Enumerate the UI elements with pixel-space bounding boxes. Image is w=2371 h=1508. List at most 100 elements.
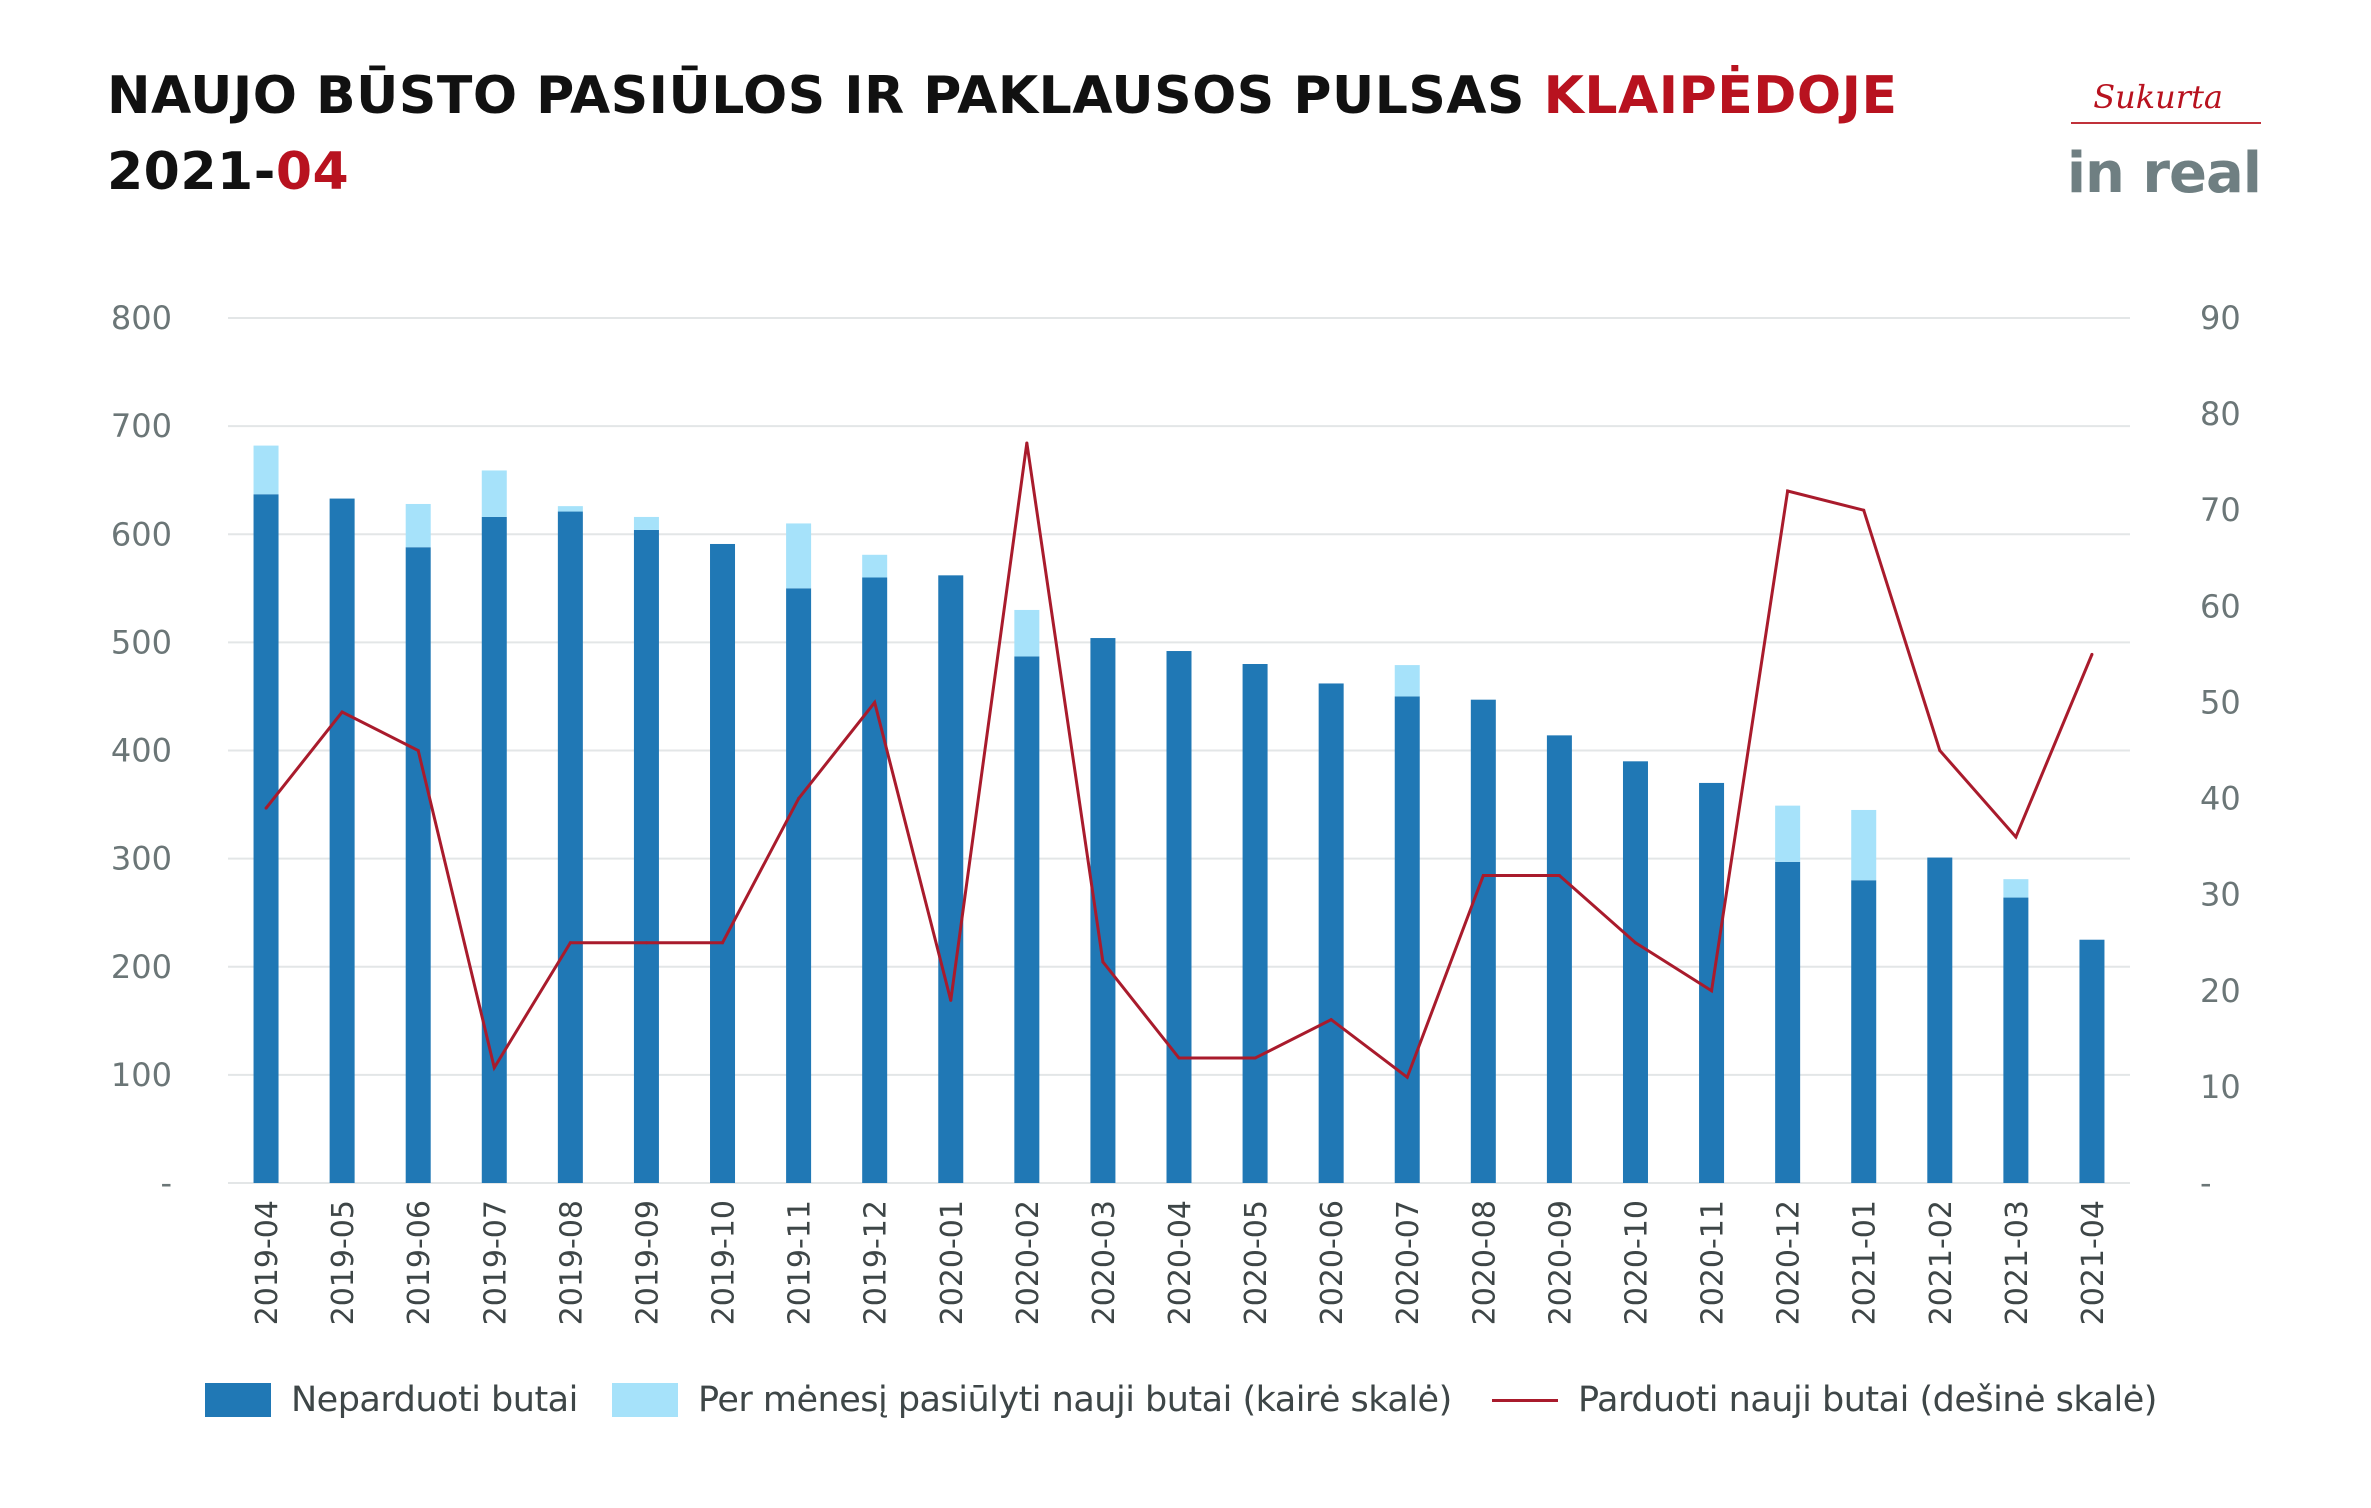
x-tick-label: 2020-11 — [1696, 1200, 1731, 1325]
bar-offered — [633, 516, 659, 530]
legend-label-sold: Parduoti nauji butai (dešinė skalė) — [1578, 1380, 2157, 1420]
y-right-tick-label: 80 — [2200, 395, 2241, 433]
point-sold — [1329, 1018, 1333, 1022]
point-sold — [1786, 489, 1790, 493]
x-tick-label: 2020-03 — [1087, 1200, 1122, 1325]
x-tick-label: 2020-02 — [1011, 1200, 1046, 1325]
x-tick-label: 2020-10 — [1619, 1200, 1654, 1325]
legend-swatch-sold — [1492, 1398, 1558, 1402]
y-left-tick-label: 300 — [111, 840, 172, 878]
x-tick-label: 2020-07 — [1391, 1200, 1426, 1325]
logo-signature: Sukurta — [2093, 78, 2223, 116]
y-right-tick-label: 90 — [2200, 299, 2241, 337]
logo-underline — [2071, 122, 2261, 124]
y-right-tick-label: 70 — [2200, 491, 2241, 529]
x-tick-label: 2019-04 — [250, 1200, 285, 1325]
legend-item-unsold: Neparduoti butai — [205, 1380, 578, 1420]
x-tick-label: 2020-06 — [1315, 1200, 1350, 1325]
y-left-tick-label: 800 — [111, 299, 172, 337]
point-sold — [1253, 1056, 1257, 1060]
bar-offered — [481, 470, 507, 517]
point-sold — [1710, 989, 1714, 993]
point-sold — [797, 797, 801, 801]
point-sold — [416, 749, 420, 752]
bar-unsold — [1927, 857, 1953, 1183]
title-main: NAUJO BŪSTO PASIŪLOS IR PAKLAUSOS PULSAS — [107, 66, 1525, 126]
y-right-tick-label: 10 — [2200, 1068, 2241, 1106]
point-sold — [2014, 835, 2018, 839]
x-tick-label: 2019-09 — [630, 1200, 665, 1325]
bar-unsold — [1775, 861, 1801, 1183]
point-sold — [1405, 1075, 1409, 1079]
point-sold — [1177, 1056, 1181, 1060]
bar-offered — [557, 506, 583, 512]
x-tick-label: 2021-02 — [1924, 1200, 1959, 1325]
point-sold — [873, 700, 877, 704]
x-tick-label: 2019-11 — [783, 1200, 818, 1325]
y-left-tick-label: 400 — [111, 732, 172, 770]
point-sold — [2090, 652, 2094, 656]
bar-unsold — [786, 588, 812, 1183]
bar-unsold — [2079, 939, 2105, 1183]
x-tick-label: 2020-09 — [1543, 1200, 1578, 1325]
x-tick-label: 2020-12 — [1772, 1200, 1807, 1325]
point-sold — [340, 710, 344, 714]
x-tick-label: 2020-05 — [1239, 1200, 1274, 1325]
bar-unsold — [633, 529, 659, 1183]
bar-unsold — [862, 577, 888, 1183]
y-right-tick-label: 20 — [2200, 972, 2241, 1010]
y-right-tick-label: 60 — [2200, 587, 2241, 625]
x-tick-label: 2019-06 — [402, 1200, 437, 1325]
title-city: KLAIPĖDOJE — [1543, 66, 1898, 126]
logo-brand: in real — [2066, 141, 2262, 206]
bar-unsold — [2003, 897, 2029, 1183]
point-sold — [1938, 749, 1942, 752]
bar-unsold — [1470, 699, 1496, 1183]
point-sold — [1025, 441, 1029, 445]
bar-unsold — [557, 511, 583, 1183]
bar-unsold — [710, 543, 736, 1183]
y-left-tick-label: 200 — [111, 948, 172, 986]
bar-offered — [2003, 879, 2029, 898]
x-tick-label: 2020-04 — [1163, 1200, 1198, 1325]
y-left-tick-label: 500 — [111, 623, 172, 661]
title-line-2: 2021-04 — [107, 134, 1898, 210]
bar-offered — [1851, 809, 1877, 881]
chart-legend: Neparduoti butai Per mėnesį pasiūlyti na… — [0, 1380, 2371, 1440]
point-sold — [1557, 873, 1561, 877]
point-sold — [264, 806, 268, 810]
legend-label-unsold: Neparduoti butai — [291, 1380, 578, 1420]
bar-unsold — [938, 575, 964, 1183]
bar-offered — [786, 523, 812, 589]
bar-unsold — [1622, 761, 1648, 1183]
x-tick-label: 2019-10 — [707, 1200, 742, 1325]
point-sold — [568, 941, 572, 945]
point-sold — [1862, 508, 1866, 512]
title-line-1: NAUJO BŪSTO PASIŪLOS IR PAKLAUSOS PULSAS… — [107, 58, 1898, 134]
legend-item-sold: Parduoti nauji butai (dešinė skalė) — [1492, 1380, 2157, 1420]
x-tick-label: 2019-12 — [859, 1200, 894, 1325]
bar-offered — [405, 503, 431, 548]
bar-unsold — [1318, 683, 1344, 1183]
bar-offered — [253, 445, 279, 495]
legend-item-offered: Per mėnesį pasiūlyti nauji butai (kairė … — [612, 1380, 1452, 1420]
x-tick-label: 2019-08 — [554, 1200, 589, 1325]
x-tick-label: 2020-08 — [1467, 1200, 1502, 1325]
bar-offered — [1775, 805, 1801, 862]
point-sold — [949, 998, 953, 1002]
x-tick-label: 2021-01 — [1848, 1200, 1883, 1325]
bar-unsold — [1394, 696, 1420, 1183]
title-date-prefix: 2021- — [107, 142, 276, 202]
point-sold — [721, 941, 725, 945]
y-right-tick-label: - — [2200, 1164, 2212, 1202]
legend-swatch-unsold — [205, 1383, 271, 1417]
y-left-tick-label: 700 — [111, 407, 172, 445]
point-sold — [1633, 941, 1637, 945]
bar-unsold — [1851, 880, 1877, 1183]
point-sold — [1481, 873, 1485, 877]
x-tick-label: 2019-05 — [326, 1200, 361, 1325]
x-tick-label: 2021-03 — [2000, 1200, 2035, 1325]
x-tick-label: 2019-07 — [478, 1200, 513, 1325]
bar-unsold — [1166, 651, 1192, 1183]
y-right-tick-label: 50 — [2200, 683, 2241, 721]
